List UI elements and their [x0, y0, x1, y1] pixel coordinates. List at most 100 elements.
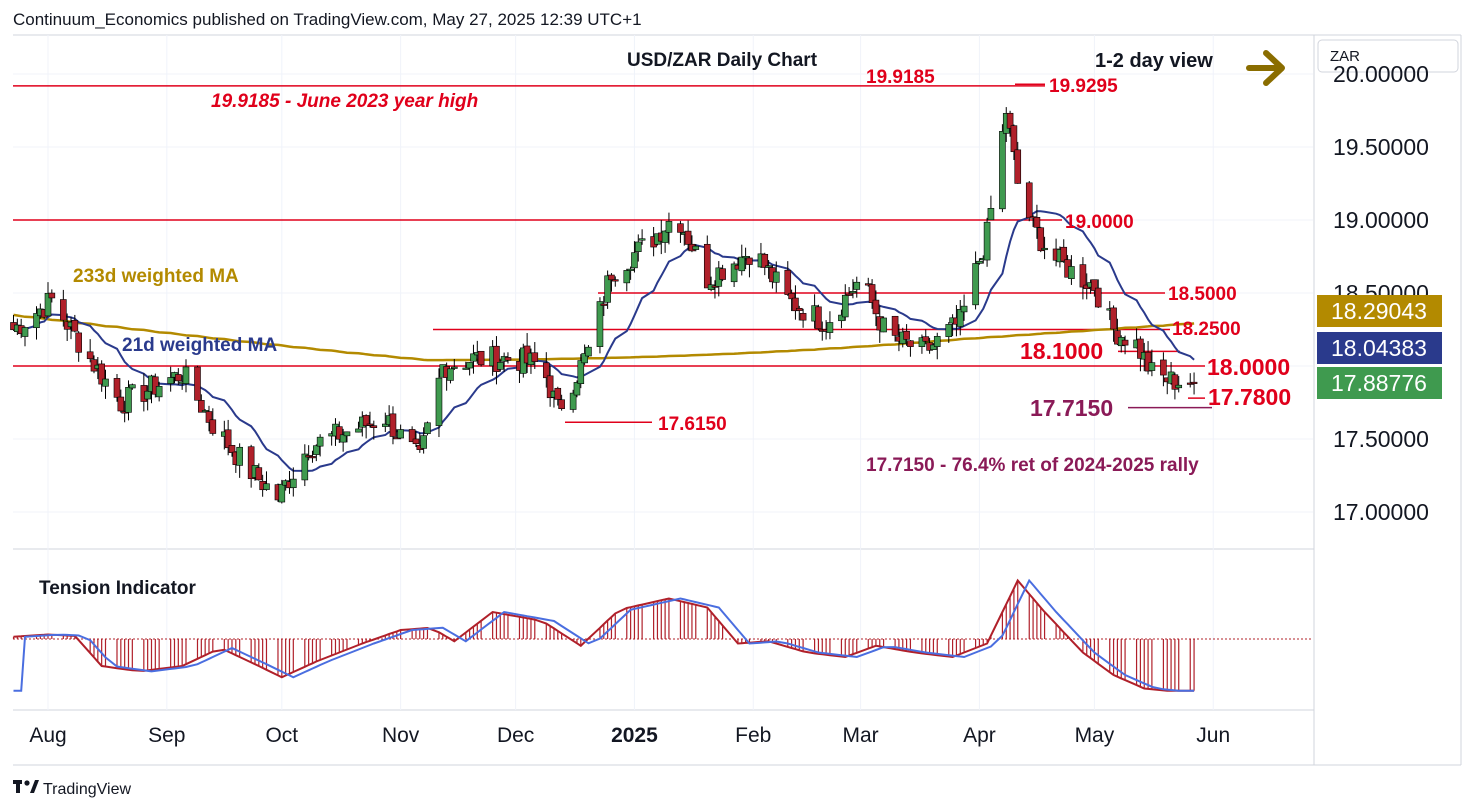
candle	[370, 420, 378, 440]
candle	[665, 212, 673, 245]
candle	[98, 360, 105, 392]
price-tick-label: 19.00000	[1333, 207, 1429, 233]
candle	[362, 414, 370, 439]
candle	[255, 463, 263, 481]
price-tick-label: 20.00000	[1333, 61, 1429, 87]
tension-title: Tension Indicator	[39, 578, 197, 599]
candle	[730, 261, 738, 288]
candle	[596, 297, 604, 354]
candle	[1171, 372, 1179, 400]
candle	[918, 334, 926, 354]
candle	[761, 252, 769, 276]
candle	[845, 286, 853, 296]
candle	[1025, 180, 1033, 222]
candle	[849, 279, 857, 299]
candle	[493, 336, 500, 385]
candle	[86, 339, 94, 363]
candle	[684, 220, 692, 251]
candle	[677, 220, 684, 243]
label-ma233: 233d weighted MA	[73, 266, 239, 287]
candle	[1091, 279, 1098, 297]
price-badges: 18.29043 18.04383 17.88776	[1317, 295, 1442, 399]
time-tick-label: Aug	[29, 724, 66, 747]
candle	[608, 273, 615, 292]
candle	[355, 421, 362, 433]
price-tick-label: 17.00000	[1333, 499, 1429, 525]
candle	[933, 332, 941, 360]
annotation-year-high: 19.9185 - June 2023 year high	[211, 91, 478, 112]
candle	[336, 421, 343, 443]
candle	[125, 380, 132, 421]
candle	[1010, 124, 1018, 161]
candle	[450, 358, 458, 370]
candle	[569, 389, 577, 413]
candle	[435, 368, 443, 438]
candle	[930, 343, 937, 351]
tradingview-logo-icon	[13, 780, 39, 793]
currency-box[interactable]	[1317, 39, 1459, 73]
candle	[945, 322, 953, 343]
candle	[880, 316, 887, 333]
candle	[339, 428, 347, 452]
candle	[263, 471, 270, 491]
level-label-17-7800: 17.7800	[1208, 384, 1291, 410]
candle	[1144, 341, 1152, 375]
candles	[10, 107, 1198, 504]
candle	[531, 342, 539, 369]
candle	[496, 359, 504, 372]
price-axis: 20.0000019.5000019.0000018.5000017.50000…	[1333, 61, 1429, 525]
right-arrow-icon	[1246, 50, 1285, 86]
candle	[738, 244, 746, 276]
candle	[719, 264, 726, 282]
candle	[577, 354, 585, 389]
candle	[872, 290, 880, 327]
candle	[623, 268, 631, 292]
candle	[826, 311, 834, 340]
candle	[60, 289, 67, 327]
candle	[987, 195, 995, 221]
candle	[627, 266, 634, 280]
candle	[477, 350, 485, 367]
candle	[1060, 239, 1068, 263]
candle	[316, 434, 324, 457]
candle	[784, 261, 792, 296]
annotation-retracement: 17.7150 - 76.4% ret of 2024-2025 rally	[866, 455, 1199, 476]
tension-fast-line	[13, 578, 1195, 692]
candle	[470, 344, 477, 374]
candle	[313, 444, 320, 462]
candle	[903, 324, 910, 346]
candle	[205, 405, 213, 432]
level-labels: 19.9185 19.9295 19.0000 18.5000 18.2500 …	[658, 67, 1291, 435]
candle	[366, 411, 374, 428]
candle	[397, 424, 404, 440]
time-tick-label: Jun	[1196, 724, 1230, 747]
candle	[75, 331, 82, 362]
currency-label: ZAR	[1330, 48, 1360, 65]
candle	[1014, 141, 1022, 184]
candle	[772, 261, 780, 293]
candle	[795, 305, 803, 321]
level-lines	[13, 83, 1212, 423]
candle	[278, 479, 286, 504]
candle	[746, 256, 753, 278]
candle	[546, 365, 554, 407]
candle	[167, 366, 174, 392]
candle	[194, 365, 201, 401]
footer-brand: TradingView	[43, 781, 131, 798]
time-tick-label: Mar	[843, 724, 879, 747]
level-label-18-1000: 18.1000	[1020, 338, 1103, 364]
time-tick-label: Apr	[963, 724, 996, 747]
candle	[1137, 336, 1144, 372]
level-label-18-2500: 18.2500	[1172, 319, 1241, 340]
candle	[389, 406, 397, 445]
candle	[408, 426, 416, 443]
candle	[117, 389, 125, 413]
time-tick-label: Sep	[148, 724, 185, 747]
candle	[573, 380, 581, 398]
badge-ma21-label: 18.04383	[1331, 335, 1427, 361]
candle	[999, 124, 1006, 213]
candle	[554, 386, 562, 406]
badge-ma21	[1317, 332, 1442, 364]
